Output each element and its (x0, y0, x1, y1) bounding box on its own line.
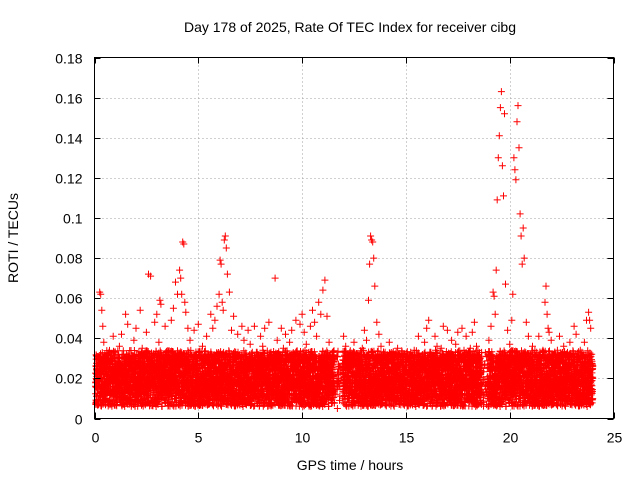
chart-title: Day 178 of 2025, Rate Of TEC Index for r… (184, 19, 516, 35)
data-points (92, 88, 597, 412)
